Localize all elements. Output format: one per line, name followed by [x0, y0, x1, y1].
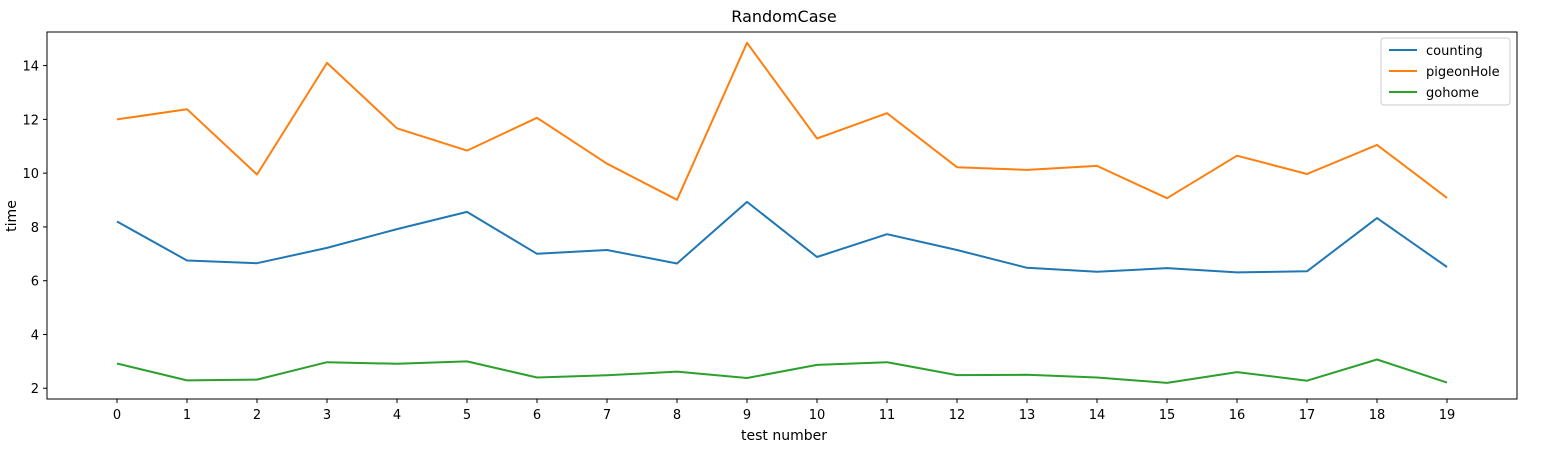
x-tick-label: 3: [323, 408, 331, 423]
x-tick-label: 12: [949, 408, 966, 423]
y-tick-label: 12: [22, 113, 39, 128]
x-axis: 0 1 2 3 4 5 6 7 8 9 10 11 12 13 14 15 16 17 18 19: [113, 399, 1455, 423]
x-tick-label: 2: [253, 408, 261, 423]
x-tick-label: 7: [603, 408, 611, 423]
series-line-counting: [116, 200, 1448, 274]
legend-label-pigeonHole: pigeonHole: [1426, 65, 1500, 80]
x-tick-label: 4: [393, 408, 401, 423]
x-tick-label: 19: [1439, 408, 1456, 423]
y-tick-label: 14: [22, 60, 39, 75]
y-tick-label: 6: [31, 275, 39, 290]
y-axis: 2 4 6 8 10 12 14: [22, 60, 47, 397]
plot-frame: [46, 31, 1518, 400]
plot-area: [47, 32, 1517, 399]
legend-label-counting: counting: [1426, 44, 1483, 59]
x-tick-label: 0: [113, 408, 121, 423]
x-tick-label: 15: [1159, 408, 1176, 423]
x-tick-label: 6: [533, 408, 541, 423]
x-tick-label: 11: [879, 408, 896, 423]
y-tick-label: 8: [31, 221, 39, 236]
x-tick-label: 17: [1299, 408, 1316, 423]
y-axis-label: time: [4, 200, 20, 232]
series-line-pigeonHole: [116, 41, 1448, 201]
y-tick-label: 2: [31, 382, 39, 397]
y-tick-label: 4: [31, 328, 39, 343]
x-tick-label: 5: [463, 408, 471, 423]
x-axis-label: test number: [741, 428, 827, 444]
x-tick-label: 1: [183, 408, 191, 423]
x-tick-label: 8: [673, 408, 681, 423]
series-lines: [116, 41, 1448, 384]
x-tick-label: 10: [809, 408, 826, 423]
legend-label-gohome: gohome: [1426, 86, 1479, 101]
x-tick-label: 16: [1229, 408, 1246, 423]
x-tick-label: 9: [743, 408, 751, 423]
x-tick-label: 14: [1089, 408, 1106, 423]
legend-box: [1380, 37, 1511, 106]
legend: counting pigeonHole gohome: [1380, 37, 1511, 106]
chart-title: RandomCase: [731, 7, 836, 26]
x-tick-label: 18: [1369, 408, 1386, 423]
series-line-gohome: [116, 358, 1448, 384]
x-tick-label: 13: [1019, 408, 1036, 423]
y-tick-label: 10: [22, 167, 39, 182]
